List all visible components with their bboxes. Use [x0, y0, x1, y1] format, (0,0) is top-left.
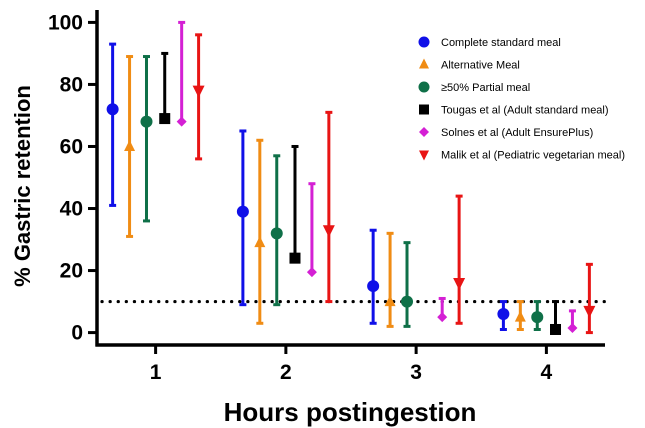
series-alternative-meal — [124, 55, 526, 331]
y-ticks: 0 20 40 60 80 100 — [48, 11, 97, 345]
data-point — [140, 115, 153, 128]
data-point — [384, 295, 396, 307]
x-tick-label: 1 — [150, 361, 162, 384]
legend-item: ≥50% Partial meal — [418, 81, 530, 94]
legend-label: Solnes et al (Adult EnsurePlus) — [441, 127, 593, 139]
data-point — [270, 227, 283, 240]
y-tick-label: 60 — [60, 135, 83, 158]
legend-item: Tougas et al (Adult standard meal) — [419, 104, 609, 117]
data-point — [437, 312, 448, 323]
legend-item: Complete standard meal — [418, 36, 561, 49]
data-point — [550, 323, 562, 335]
series-50-partial-meal — [140, 55, 544, 331]
data-point — [567, 322, 578, 333]
data-point — [176, 116, 187, 127]
series-complete-standard-meal — [106, 42, 510, 331]
legend-label: Alternative Meal — [441, 60, 520, 72]
data-point — [583, 305, 596, 318]
data-point — [236, 205, 249, 218]
data-point — [106, 103, 119, 116]
data-point — [159, 113, 171, 125]
data-point — [306, 267, 317, 278]
x-ticks: 1 2 3 4 — [150, 345, 553, 384]
legend-label: Complete standard meal — [441, 37, 561, 49]
y-axis-title: % Gastric retention — [10, 85, 35, 287]
y-tick-label: 100 — [48, 11, 83, 34]
x-tick-label: 2 — [280, 361, 292, 384]
data-point — [367, 280, 380, 293]
legend-marker — [419, 127, 429, 137]
data-point — [401, 295, 414, 308]
legend: Complete standard meal Alternative Meal ≥5… — [418, 36, 625, 162]
plot-area — [100, 20, 607, 335]
data-point — [124, 139, 136, 151]
data-point — [514, 310, 526, 322]
legend-label: Tougas et al (Adult standard meal) — [441, 105, 609, 117]
series-malik-et-al-pediatric-vegetarian-meal — [192, 33, 596, 335]
data-point — [254, 236, 266, 248]
axes: 0 20 40 60 80 100 1 2 3 4 — [48, 10, 605, 384]
legend-label: Malik et al (Pediatric vegetarian meal) — [441, 150, 625, 162]
y-tick-label: 80 — [60, 73, 83, 96]
legend-marker — [418, 36, 430, 48]
data-point — [497, 307, 510, 320]
x-tick-label: 4 — [541, 361, 553, 384]
legend-marker — [419, 58, 429, 69]
series-solnes-et-al-adult-ensureplus — [176, 20, 578, 333]
data-point — [453, 277, 466, 290]
legend-marker — [418, 81, 430, 93]
data-point — [289, 252, 301, 264]
legend-item: Malik et al (Pediatric vegetarian meal) — [419, 150, 625, 162]
y-tick-label: 0 — [71, 322, 83, 345]
x-tick-label: 3 — [410, 361, 422, 384]
legend-marker — [419, 150, 429, 161]
legend-label: ≥50% Partial meal — [441, 82, 530, 94]
legend-item: Alternative Meal — [419, 58, 520, 72]
legend-item: Solnes et al (Adult EnsurePlus) — [419, 127, 593, 139]
y-tick-label: 40 — [60, 198, 83, 221]
data-point — [192, 85, 205, 98]
x-axis-title: Hours postingestion — [224, 397, 477, 427]
y-tick-label: 20 — [60, 260, 83, 283]
series-tougas-et-al-adult-standard-meal — [159, 51, 562, 335]
data-point — [531, 311, 544, 324]
data-point — [322, 225, 335, 238]
legend-marker — [419, 104, 429, 115]
